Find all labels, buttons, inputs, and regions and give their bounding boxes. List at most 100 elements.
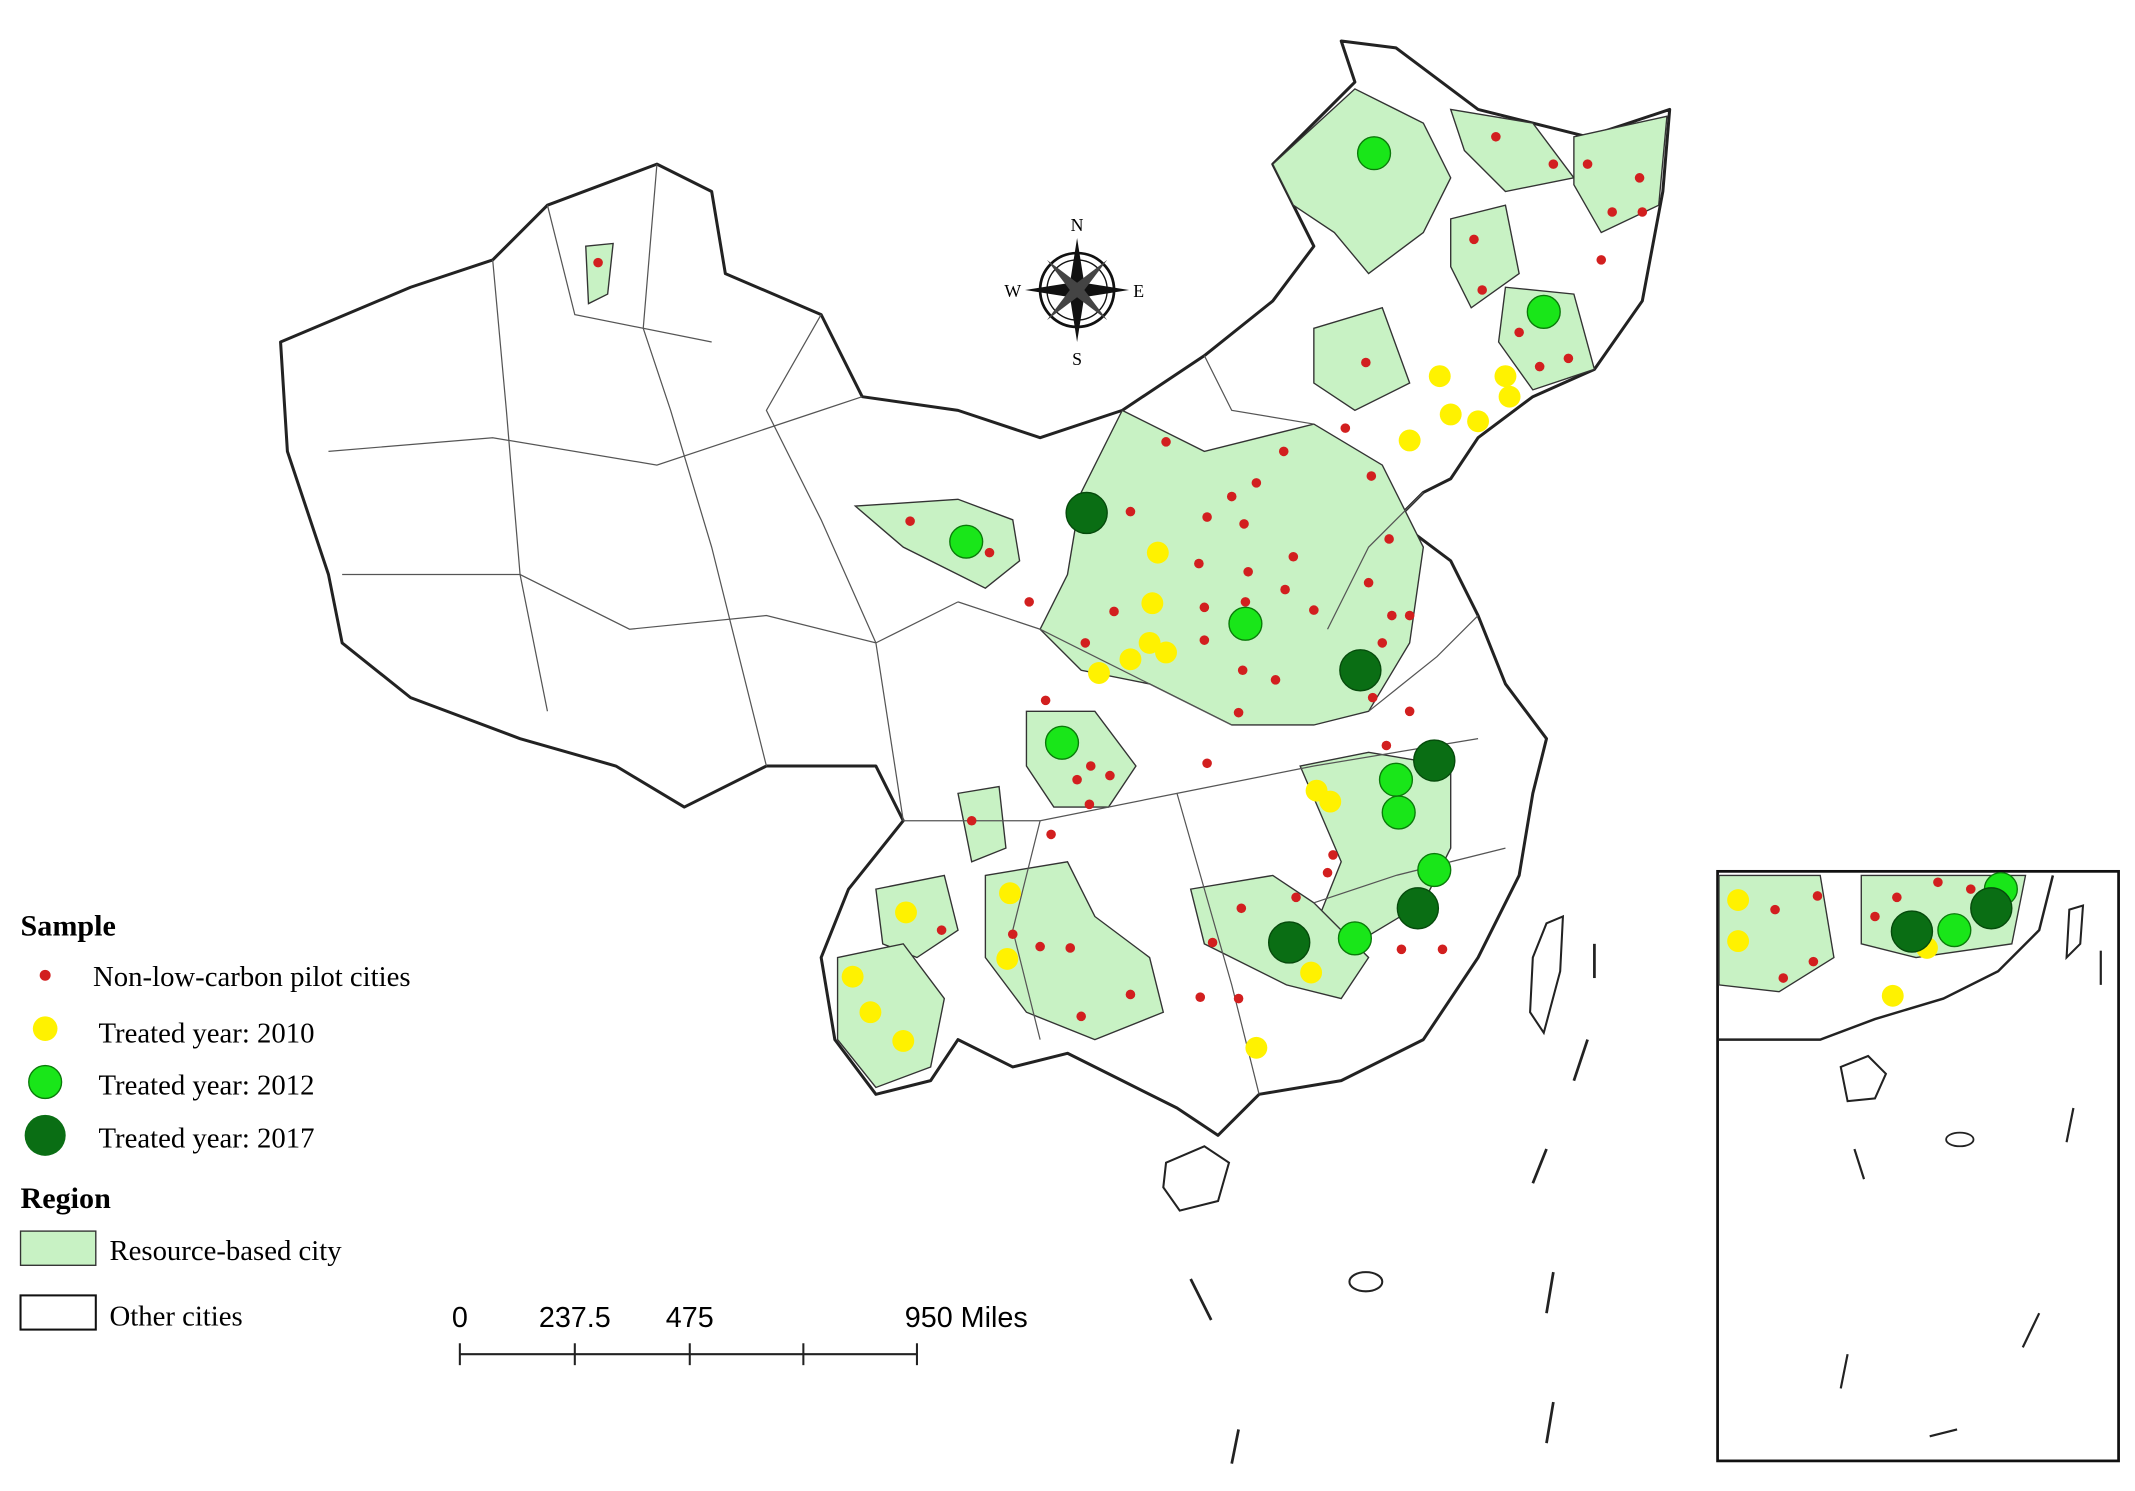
pilot-dot <box>1085 761 1096 771</box>
pilot-dot <box>1309 605 1319 615</box>
treated-2017-marker <box>1267 921 1311 964</box>
boundary <box>957 601 1233 726</box>
treated-2010-marker <box>999 882 1021 905</box>
pilot-dot <box>1072 774 1082 785</box>
scale-label: 950 Miles <box>905 1302 1028 1334</box>
pilot-dot <box>1404 706 1415 717</box>
treated-2010-marker <box>1300 961 1323 984</box>
sea-dash <box>1230 1429 1240 1464</box>
pilot-dot <box>1161 437 1171 447</box>
pilot-dot <box>1634 173 1645 183</box>
treated-2012-marker <box>1378 762 1414 797</box>
treated-2010-marker <box>841 965 864 988</box>
pilot-dot <box>1377 638 1388 648</box>
pilot-dot <box>593 257 603 268</box>
pilot-dot <box>1280 584 1290 595</box>
sea-dash <box>1853 1148 1866 1180</box>
legend-swatch <box>24 1114 66 1156</box>
taiwan <box>1529 914 1565 1036</box>
pilot-dot <box>1328 850 1338 860</box>
legend-title: Region <box>21 1181 112 1215</box>
sea-dash <box>1572 1039 1589 1082</box>
treated-2017-marker <box>1339 649 1382 692</box>
treated-2012-marker <box>1228 606 1263 641</box>
treated-2012-marker <box>1381 795 1416 830</box>
resource-region <box>1497 286 1596 391</box>
legend-swatch <box>19 1294 97 1331</box>
treated-2010-marker <box>1498 385 1521 408</box>
pilot-dot <box>1125 506 1136 517</box>
pilot-dot <box>1808 956 1819 967</box>
pilot-dot <box>1384 534 1394 544</box>
pilot-dot <box>1202 512 1212 522</box>
pilot-dot <box>1291 892 1301 903</box>
treated-2010-marker <box>895 901 917 924</box>
pilot-dot <box>1240 597 1251 607</box>
pilot-dot <box>984 547 995 558</box>
pilot-dot <box>1366 471 1377 481</box>
treated-2010-marker <box>1398 429 1421 452</box>
treated-2010-marker <box>1119 648 1142 671</box>
pilot-dot <box>1637 207 1648 217</box>
treated-2010-marker <box>1088 662 1110 684</box>
treated-2010-marker <box>859 1001 882 1024</box>
pilot-dot <box>1195 992 1206 1002</box>
treated-2012-marker <box>1337 921 1373 956</box>
treated-2010-marker <box>1494 365 1517 388</box>
treated-2010-marker <box>1155 641 1177 664</box>
pilot-dot <box>1288 551 1299 562</box>
boundary <box>1203 355 1314 425</box>
inset-coast <box>1718 875 2055 1041</box>
pilot-dot <box>1109 606 1119 617</box>
country-outline <box>279 39 1672 1137</box>
pilot-dot <box>1437 944 1448 955</box>
compass-needle <box>1046 259 1108 321</box>
treated-2010-marker <box>996 947 1019 970</box>
pilot-dot <box>1237 665 1248 676</box>
pilot-dot <box>1607 207 1617 217</box>
island <box>1348 1271 1384 1293</box>
legend-title: Sample <box>21 909 116 943</box>
pilot-dot <box>1965 884 1976 894</box>
pilot-dot <box>1040 695 1051 706</box>
treated-2010-marker <box>892 1030 915 1052</box>
pilot-dot <box>1251 478 1262 488</box>
pilot-dot <box>1469 234 1479 245</box>
pilot-dot <box>1233 993 1244 1004</box>
pilot-dot <box>1534 361 1545 372</box>
mainland <box>279 39 1672 1464</box>
pilot-dot <box>1226 491 1237 502</box>
pilot-dot <box>1233 707 1244 718</box>
pilot-dot <box>1270 675 1281 685</box>
pilot-dot <box>1024 597 1034 607</box>
boundary <box>342 573 959 644</box>
pilot-dot <box>1125 989 1136 1000</box>
pilot-dot <box>1207 937 1218 948</box>
pilot-dot <box>1387 610 1397 621</box>
pilot-dot <box>1548 159 1559 169</box>
scale-label: 0 <box>452 1302 468 1334</box>
resource-region <box>1573 115 1668 234</box>
pilot-dot <box>1361 357 1371 368</box>
boundary <box>492 259 549 712</box>
pilot-dot <box>1563 353 1574 364</box>
pilot-dot <box>1477 285 1487 295</box>
treated-2010-marker <box>1727 930 1750 953</box>
legend: Sample Non-low-carbon pilot cities Treat… <box>19 909 411 1332</box>
resource-region <box>984 861 1165 1041</box>
legend-swatch <box>32 1016 58 1041</box>
pilot-dot <box>1046 829 1056 840</box>
pilot-dot <box>936 925 947 935</box>
pilot-dot <box>1770 904 1780 915</box>
treated-2010-marker <box>1146 541 1169 564</box>
resource-region <box>836 943 946 1089</box>
boundary <box>1176 793 1260 1095</box>
resource-region <box>585 242 614 305</box>
resource-region <box>1271 88 1452 275</box>
boundary <box>328 396 863 466</box>
pilot-dot <box>1202 758 1212 769</box>
treated-2010-marker <box>1428 365 1451 388</box>
pilot-dot <box>1778 973 1789 983</box>
pilot-dot <box>1363 577 1374 588</box>
legend-label: Resource-based city <box>109 1235 342 1267</box>
